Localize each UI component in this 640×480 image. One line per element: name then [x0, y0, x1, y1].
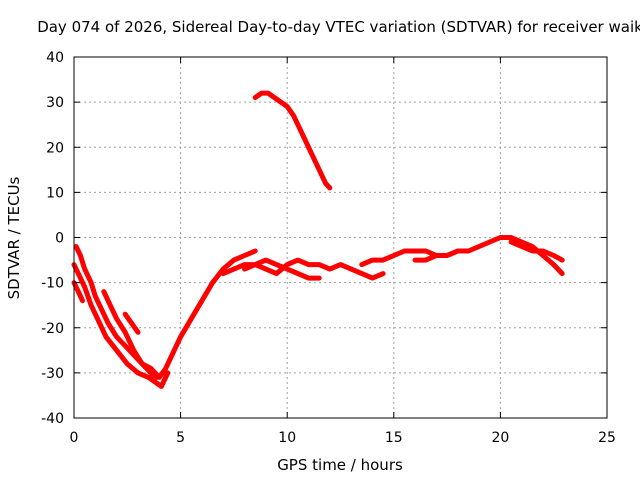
- y-tick-label: 10: [46, 185, 64, 201]
- series-trace-5: [71, 280, 85, 304]
- x-tick-label: 0: [70, 430, 79, 446]
- x-tick-label: 20: [491, 430, 509, 446]
- x-tick-label: 5: [176, 430, 185, 446]
- chart-title: Day 074 of 2026, Sidereal Day-to-day VTE…: [37, 18, 640, 36]
- y-tick-label: 0: [55, 231, 64, 247]
- y-tick-label: -30: [41, 366, 64, 382]
- data-series: [71, 90, 565, 389]
- x-tick-label: 10: [278, 430, 296, 446]
- y-tick-label: 20: [46, 140, 64, 156]
- y-tick-label: -10: [41, 276, 64, 292]
- series-trace-8: [252, 90, 333, 191]
- series-trace-4: [122, 311, 141, 335]
- grid: [74, 57, 607, 418]
- series-trace-9: [359, 235, 565, 277]
- series-trace-3: [101, 289, 160, 380]
- x-tick-label: 25: [598, 430, 616, 446]
- y-tick-label: -40: [41, 411, 64, 427]
- y-axis-ticks: -40 -30 -20 -10 0 10 20 30 40: [41, 50, 607, 427]
- series-trace-7: [242, 257, 322, 281]
- x-axis-label: GPS time / hours: [277, 456, 403, 474]
- y-axis-label: SDTVAR / TECUs: [5, 176, 23, 299]
- y-tick-label: 40: [46, 50, 64, 66]
- series-trace-1: [71, 262, 171, 389]
- series-trace-10: [412, 248, 461, 263]
- series-trace-2: [73, 244, 258, 380]
- y-tick-label: -20: [41, 321, 64, 337]
- y-tick-label: 30: [46, 95, 64, 111]
- x-tick-label: 15: [385, 430, 403, 446]
- x-axis-ticks: 0 5 10 15 20 25: [70, 57, 616, 446]
- series-trace-11: [508, 239, 565, 263]
